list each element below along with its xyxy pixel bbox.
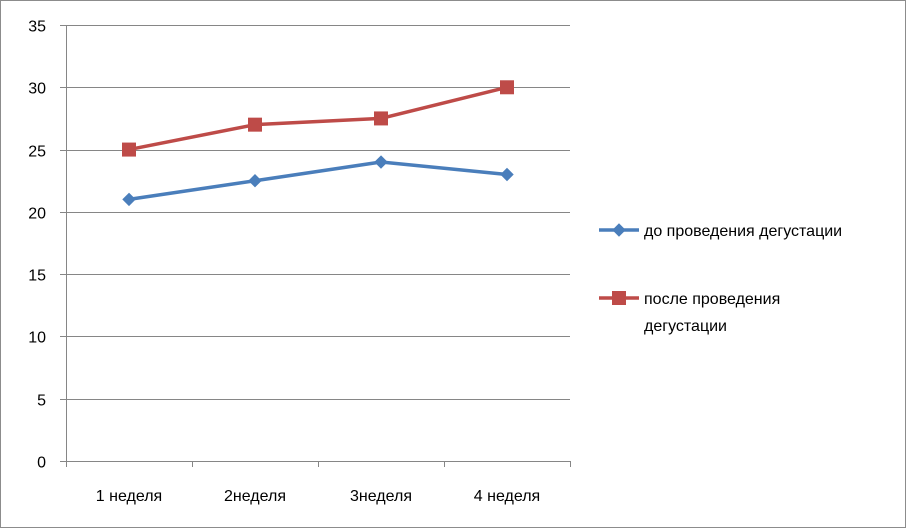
y-tick-label: 35 [28,19,46,36]
series-layer [122,80,514,207]
y-axis-tick-labels: 0 5 10 15 20 25 30 35 [28,19,46,472]
legend: до проведения дегустации после проведения… [599,223,842,335]
x-axis-tick-labels: 1 неделя 2неделя 3неделя 4 неделя [96,488,540,505]
series-1-point [122,142,136,157]
legend-label-1: после проведения дегустации [644,291,780,335]
series-line-1 [128,85,508,152]
legend-marker-1 [612,291,626,305]
legend-label-0: до проведения дегустации [644,223,842,240]
x-tick-label: 1 неделя [96,488,162,505]
y-tick-label: 5 [37,393,46,410]
legend-marker-0 [612,223,626,237]
series-1-point [500,80,514,95]
x-tick-label: 4 неделя [474,488,540,505]
series-1-point [374,111,388,126]
x-tick-label: 3неделя [350,488,412,505]
series-0-point [248,174,262,188]
series-0-point [374,155,388,169]
y-tick-label: 10 [28,330,46,347]
y-tick-label: 0 [37,455,46,472]
gridlines [66,25,570,400]
series-0-point [122,192,136,207]
y-tick-label: 25 [28,144,46,161]
y-tick-label: 30 [28,81,46,98]
y-tick-label: 15 [28,268,46,285]
x-tick-label: 2неделя [224,488,286,505]
y-tick-label: 20 [28,206,46,223]
series-line-0 [128,160,508,202]
series-1-point [248,117,262,132]
axes [60,25,571,467]
series-0-point [500,167,514,182]
